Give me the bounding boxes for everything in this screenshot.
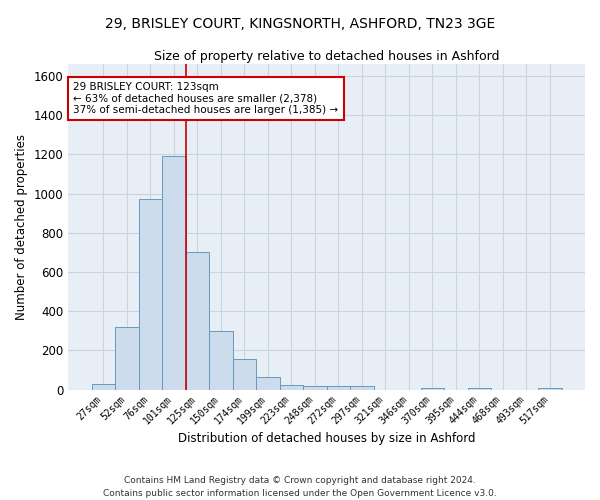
Bar bbox=[92, 384, 115, 390]
Bar bbox=[256, 377, 280, 390]
Bar bbox=[209, 331, 233, 390]
Bar bbox=[162, 156, 185, 390]
Bar bbox=[326, 386, 350, 390]
Bar bbox=[115, 327, 139, 390]
Y-axis label: Number of detached properties: Number of detached properties bbox=[15, 134, 28, 320]
Bar bbox=[538, 388, 562, 390]
Text: 29, BRISLEY COURT, KINGSNORTH, ASHFORD, TN23 3GE: 29, BRISLEY COURT, KINGSNORTH, ASHFORD, … bbox=[105, 18, 495, 32]
Bar bbox=[303, 386, 326, 390]
Bar bbox=[421, 388, 444, 390]
Text: Contains HM Land Registry data © Crown copyright and database right 2024.
Contai: Contains HM Land Registry data © Crown c… bbox=[103, 476, 497, 498]
Bar bbox=[280, 384, 303, 390]
Text: 29 BRISLEY COURT: 123sqm
← 63% of detached houses are smaller (2,378)
37% of sem: 29 BRISLEY COURT: 123sqm ← 63% of detach… bbox=[73, 82, 338, 116]
Bar bbox=[139, 200, 162, 390]
Bar bbox=[350, 386, 374, 390]
Bar bbox=[233, 359, 256, 390]
Title: Size of property relative to detached houses in Ashford: Size of property relative to detached ho… bbox=[154, 50, 499, 63]
X-axis label: Distribution of detached houses by size in Ashford: Distribution of detached houses by size … bbox=[178, 432, 475, 445]
Bar bbox=[185, 252, 209, 390]
Bar bbox=[467, 388, 491, 390]
